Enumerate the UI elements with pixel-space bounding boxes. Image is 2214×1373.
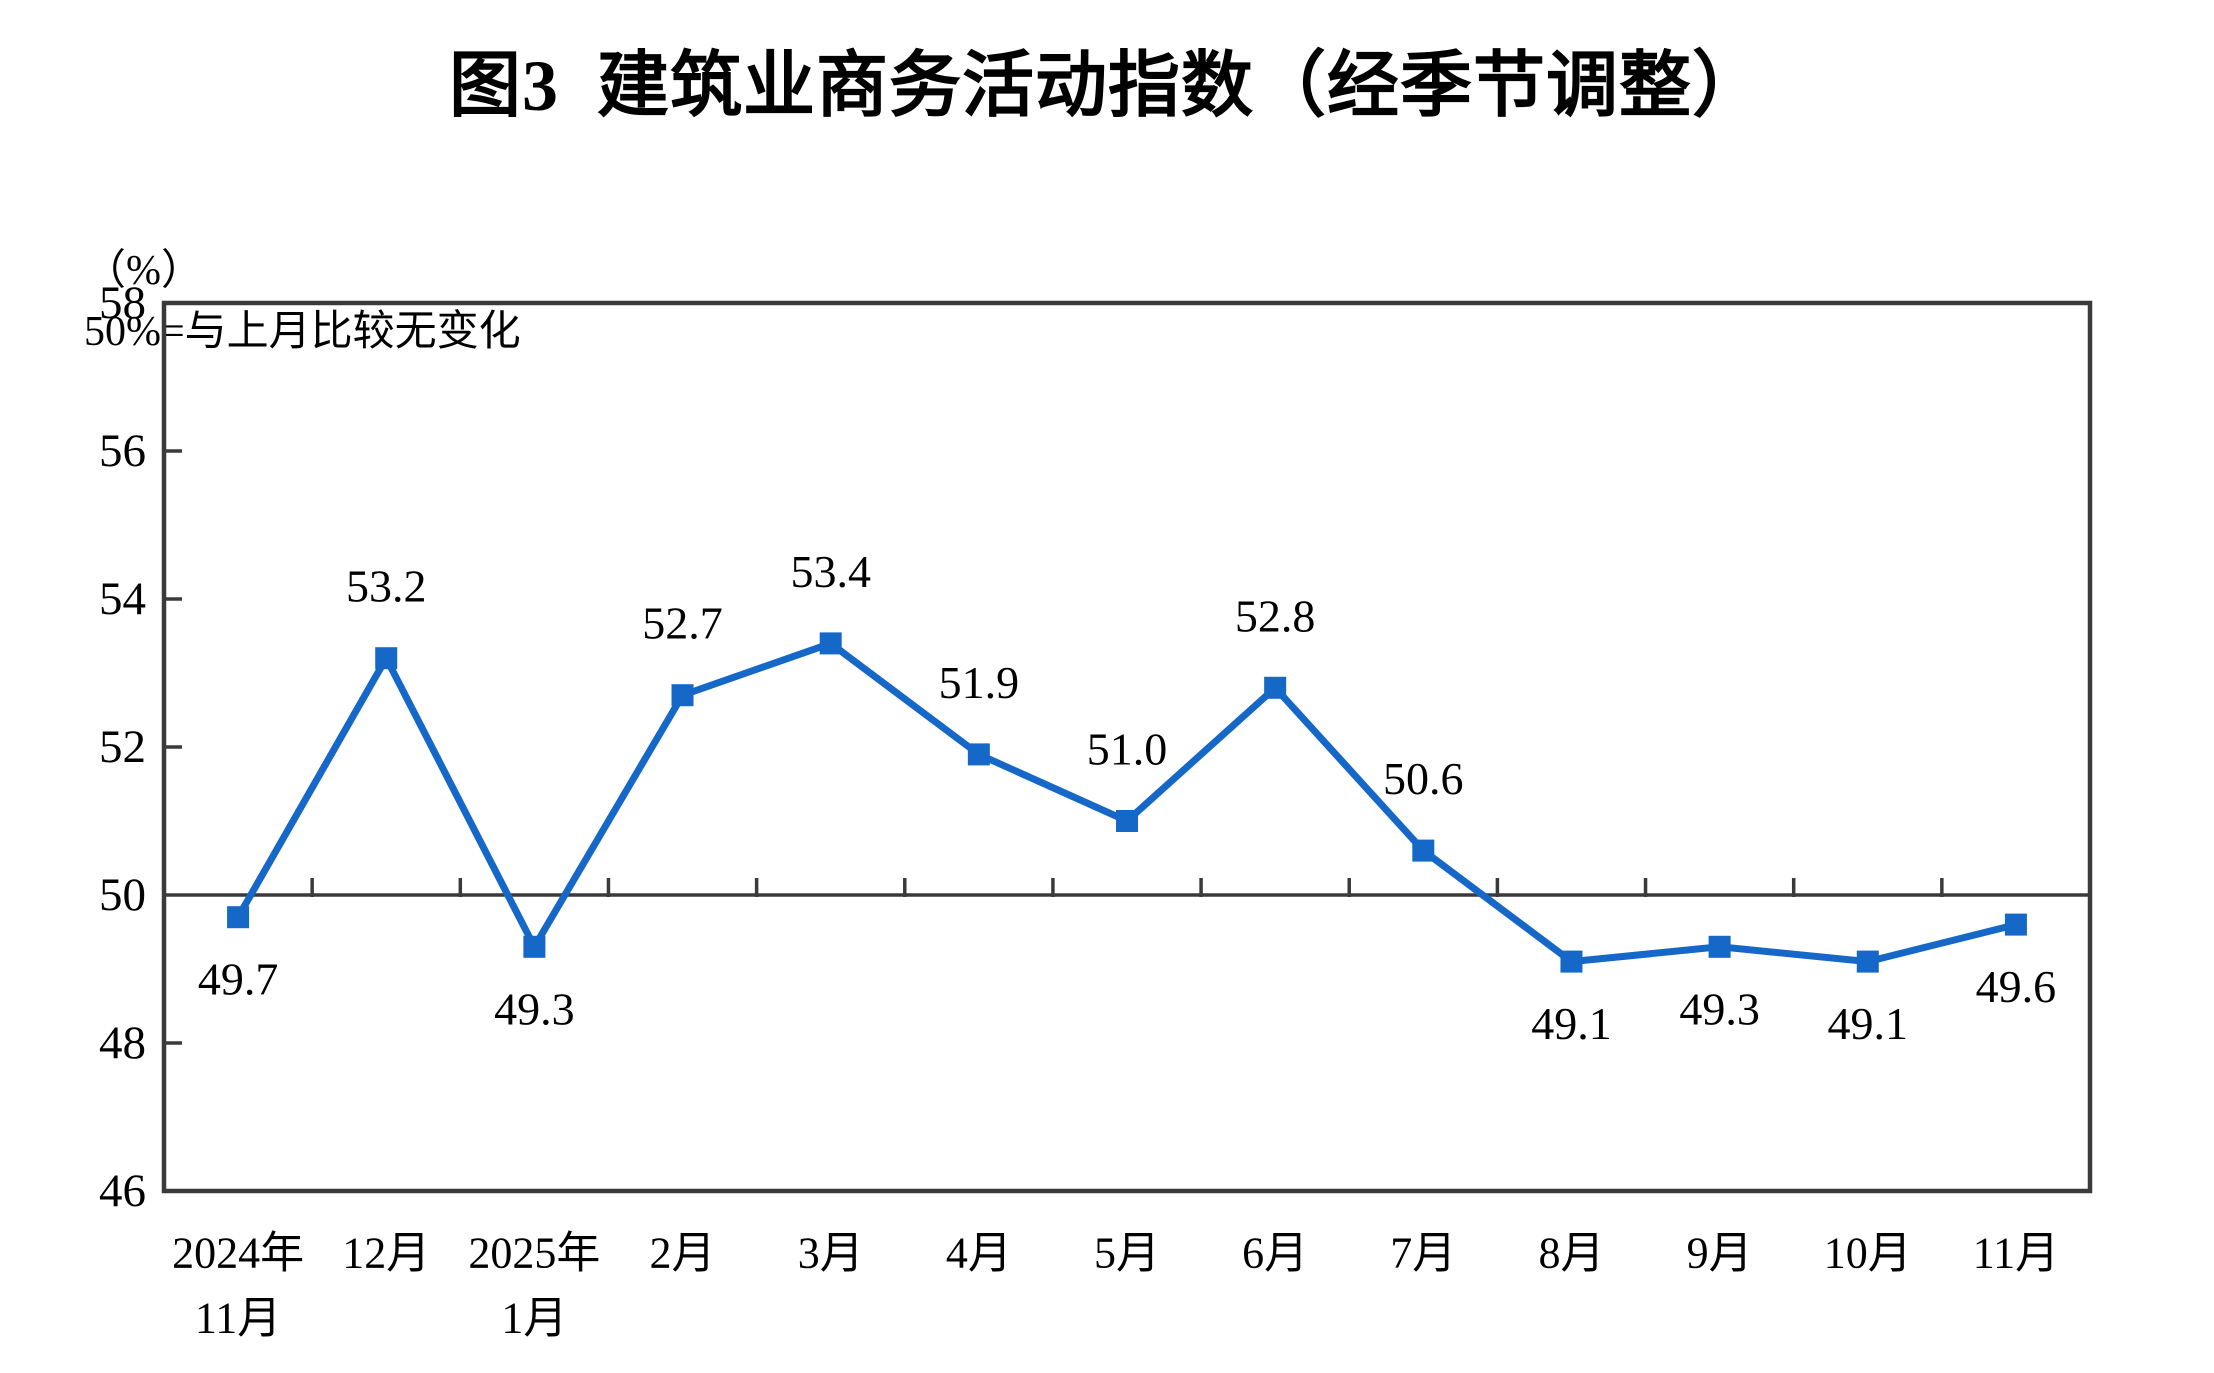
y-axis-label: 52 [99, 721, 146, 773]
x-axis-label: 11月 [195, 1294, 281, 1343]
x-axis-label: 4月 [946, 1229, 1012, 1278]
data-point-marker [671, 684, 694, 707]
data-line [235, 639, 2017, 966]
axis-note: （%） 50%=与上月比较无变化 [42, 188, 521, 406]
data-label: 49.1 [1531, 998, 1612, 1049]
x-axis-label: 6月 [1242, 1229, 1308, 1278]
reference-line-note: 50%=与上月比较无变化 [84, 309, 521, 355]
x-axis-label: 11月 [1973, 1229, 2059, 1278]
data-point-marker [819, 632, 842, 655]
x-axis-label: 2024年 [172, 1229, 304, 1278]
data-point-marker [1856, 950, 1879, 973]
x-axis-label: 10月 [1824, 1229, 1912, 1278]
plot-border [161, 300, 2093, 1194]
x-axis-label: 1月 [501, 1294, 567, 1343]
data-label: 49.6 [1976, 961, 2057, 1012]
data-label: 53.2 [346, 561, 427, 612]
y-axis-label: 48 [99, 1017, 146, 1069]
data-label: 49.3 [494, 983, 575, 1034]
data-label: 50.6 [1383, 753, 1464, 804]
y-axis-label: 54 [99, 573, 146, 625]
data-point-marker [375, 647, 398, 670]
data-point-marker [227, 906, 250, 929]
data-label: 53.4 [790, 546, 871, 597]
x-axis-label: 2025年 [468, 1229, 600, 1278]
data-label: 49.1 [1828, 998, 1909, 1049]
y-axis-unit-label: （%） [84, 248, 203, 294]
x-axis-label: 5月 [1094, 1229, 1160, 1278]
data-label: 52.7 [642, 598, 723, 649]
data-label: 51.9 [939, 657, 1020, 708]
data-point-marker [1708, 935, 1731, 958]
data-point-marker [523, 935, 546, 958]
data-point-marker [967, 743, 990, 766]
x-axis-label: 3月 [798, 1229, 864, 1278]
data-point-marker [1560, 950, 1583, 973]
x-axis-label: 9月 [1687, 1229, 1753, 1278]
data-point-marker [1412, 839, 1435, 862]
data-point-marker [2004, 913, 2027, 936]
data-point-marker [1116, 810, 1138, 832]
y-axis-label: 56 [99, 425, 146, 477]
data-label: 49.7 [198, 954, 279, 1005]
data-point-marker [1264, 676, 1287, 699]
chart-title: 图3 建筑业商务活动指数（经季节调整） [448, 46, 1765, 126]
x-axis-label: 12月 [342, 1229, 430, 1278]
data-label: 51.0 [1087, 724, 1168, 775]
data-label: 52.8 [1235, 590, 1316, 641]
y-axis-label: 46 [99, 1165, 146, 1217]
y-axis-label: 50 [99, 869, 146, 921]
x-axis-label: 7月 [1390, 1229, 1456, 1278]
x-axis-label: 2月 [650, 1229, 716, 1278]
y-axis-label: 58 [99, 277, 146, 329]
data-label: 49.3 [1679, 983, 1760, 1034]
x-axis-label: 8月 [1538, 1229, 1604, 1278]
